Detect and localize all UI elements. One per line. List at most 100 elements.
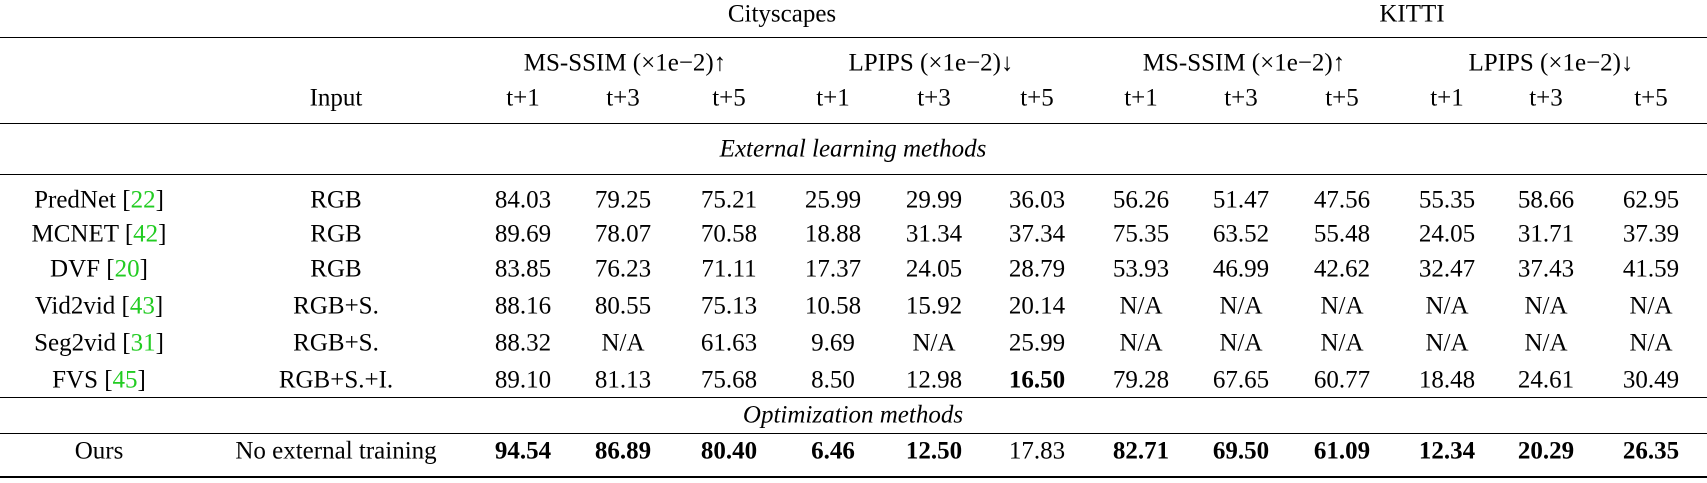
metric-value: 31.34 bbox=[905, 220, 963, 248]
metric-value: 6.46 bbox=[811, 437, 855, 465]
method-name: Ours bbox=[75, 439, 124, 464]
metric-value: 55.35 bbox=[1418, 186, 1476, 214]
metric-value: 83.85 bbox=[494, 255, 552, 283]
metric-value: N/A bbox=[601, 329, 645, 357]
metric-value: 36.03 bbox=[1008, 186, 1066, 214]
metric-header: LPIPS (×1e−2)↓ bbox=[848, 49, 1014, 77]
metric-value: 86.89 bbox=[594, 437, 652, 465]
metric-value: 17.37 bbox=[804, 255, 862, 283]
input-type: RGB bbox=[310, 255, 362, 283]
metric-value: N/A bbox=[1219, 292, 1263, 320]
metric-value: 76.23 bbox=[594, 255, 652, 283]
metric-value: 30.49 bbox=[1622, 366, 1680, 394]
metric-value: 28.79 bbox=[1008, 255, 1066, 283]
metric-value: 79.28 bbox=[1112, 366, 1170, 394]
metric-value: 79.25 bbox=[594, 186, 652, 214]
method-text: PredNet [ bbox=[34, 186, 131, 214]
step-header: t+5 bbox=[1020, 84, 1054, 112]
method-text: Seg2vid [ bbox=[34, 329, 131, 357]
input-type: RGB+S.+I. bbox=[278, 366, 394, 394]
section-title: Optimization methods bbox=[742, 401, 964, 429]
table-rule bbox=[0, 476, 1707, 478]
table-rule bbox=[0, 397, 1707, 398]
step-header: t+3 bbox=[606, 84, 640, 112]
method-text: FVS [ bbox=[52, 366, 113, 394]
metric-value: N/A bbox=[1219, 329, 1263, 357]
metric-value: 70.58 bbox=[700, 220, 758, 248]
method-text: DVF [ bbox=[50, 255, 115, 283]
metric-value: 69.50 bbox=[1212, 437, 1270, 465]
metric-value: 20.14 bbox=[1008, 292, 1066, 320]
input-type: RGB bbox=[310, 186, 362, 214]
metric-value: 89.10 bbox=[494, 366, 552, 394]
method-text: ] bbox=[139, 255, 148, 283]
method-text: Ours bbox=[74, 437, 124, 465]
metric-value: 24.05 bbox=[905, 255, 963, 283]
input-type: RGB+S. bbox=[293, 292, 379, 320]
metric-value: 24.61 bbox=[1517, 366, 1575, 394]
table-rule bbox=[0, 123, 1707, 124]
metric-value: 94.54 bbox=[494, 437, 552, 465]
metric-value: N/A bbox=[1524, 329, 1568, 357]
metric-header: MS-SSIM (×1e−2)↑ bbox=[1142, 49, 1346, 77]
metric-value: 56.26 bbox=[1112, 186, 1170, 214]
metric-value: 53.93 bbox=[1112, 255, 1170, 283]
metric-value: 84.03 bbox=[494, 186, 552, 214]
method-text: ] bbox=[158, 220, 167, 248]
metric-value: 10.58 bbox=[804, 292, 862, 320]
metric-header: MS-SSIM (×1e−2)↑ bbox=[523, 49, 727, 77]
metric-value: 88.16 bbox=[494, 292, 552, 320]
metric-value: 60.77 bbox=[1313, 366, 1371, 394]
metric-value: 88.32 bbox=[494, 329, 552, 357]
metric-value: 32.47 bbox=[1418, 255, 1476, 283]
method-text: ] bbox=[137, 366, 146, 394]
metric-value: 80.40 bbox=[700, 437, 758, 465]
section-title: External learning methods bbox=[719, 135, 987, 163]
step-header: t+1 bbox=[1124, 84, 1158, 112]
metric-value: 89.69 bbox=[494, 220, 552, 248]
table-rule bbox=[0, 174, 1707, 175]
step-header: t+5 bbox=[1325, 84, 1359, 112]
citation: 42 bbox=[133, 220, 159, 248]
metric-value: 20.29 bbox=[1517, 437, 1575, 465]
metric-value: 62.95 bbox=[1622, 186, 1680, 214]
metric-value: 61.09 bbox=[1313, 437, 1371, 465]
metric-value: N/A bbox=[912, 329, 956, 357]
step-header: t+5 bbox=[1634, 84, 1668, 112]
step-header: t+1 bbox=[816, 84, 850, 112]
step-header: t+3 bbox=[1529, 84, 1563, 112]
metric-value: 78.07 bbox=[594, 220, 652, 248]
metric-value: 25.99 bbox=[1008, 329, 1066, 357]
method-name: FVS [45] bbox=[52, 368, 146, 393]
method-text: ] bbox=[155, 186, 164, 214]
metric-value: N/A bbox=[1119, 292, 1163, 320]
step-header: t+3 bbox=[1224, 84, 1258, 112]
method-name: Vid2vid [43] bbox=[35, 294, 163, 319]
metric-value: 80.55 bbox=[594, 292, 652, 320]
metric-value: 42.62 bbox=[1313, 255, 1371, 283]
table-rule bbox=[0, 37, 1707, 38]
metric-value: 46.99 bbox=[1212, 255, 1270, 283]
metric-value: N/A bbox=[1320, 329, 1364, 357]
method-text: ] bbox=[155, 329, 164, 357]
metric-value: N/A bbox=[1119, 329, 1163, 357]
group-header: KITTI bbox=[1379, 0, 1445, 28]
metric-value: 51.47 bbox=[1212, 186, 1270, 214]
metric-value: 55.48 bbox=[1313, 220, 1371, 248]
metric-value: 26.35 bbox=[1622, 437, 1680, 465]
metric-value: 37.34 bbox=[1008, 220, 1066, 248]
metric-value: 61.63 bbox=[700, 329, 758, 357]
metric-value: 17.83 bbox=[1008, 437, 1066, 465]
metric-value: 75.21 bbox=[700, 186, 758, 214]
metric-value: 9.69 bbox=[811, 329, 855, 357]
metric-value: 25.99 bbox=[804, 186, 862, 214]
citation: 31 bbox=[130, 329, 156, 357]
metric-value: 12.50 bbox=[905, 437, 963, 465]
table-rule bbox=[0, 433, 1707, 434]
metric-value: 37.39 bbox=[1622, 220, 1680, 248]
input-header: Input bbox=[309, 84, 363, 112]
metric-value: 18.48 bbox=[1418, 366, 1476, 394]
method-name: PredNet [22] bbox=[34, 188, 164, 213]
metric-value: N/A bbox=[1524, 292, 1568, 320]
metric-value: 71.11 bbox=[701, 255, 757, 283]
